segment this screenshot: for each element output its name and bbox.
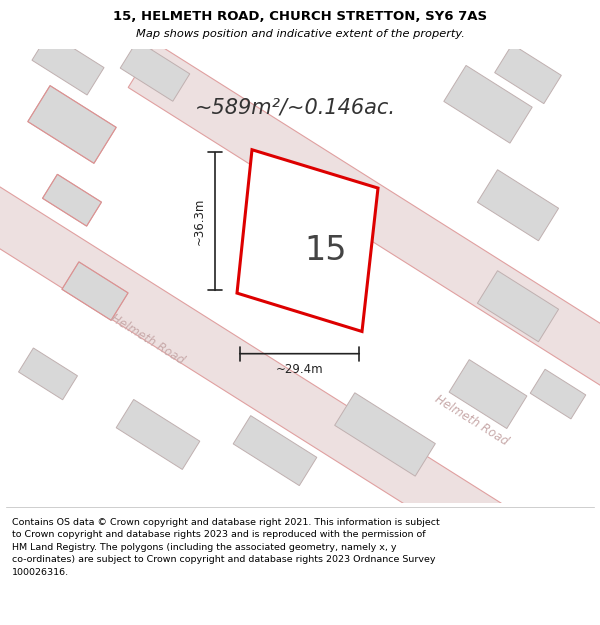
Text: Helmeth Road: Helmeth Road — [433, 392, 511, 448]
Polygon shape — [444, 66, 532, 143]
Text: ~29.4m: ~29.4m — [275, 363, 323, 376]
Polygon shape — [19, 348, 77, 400]
Polygon shape — [494, 44, 562, 104]
Polygon shape — [62, 262, 128, 320]
Text: 15, HELMETH ROAD, CHURCH STRETTON, SY6 7AS: 15, HELMETH ROAD, CHURCH STRETTON, SY6 7… — [113, 10, 487, 22]
Polygon shape — [120, 41, 190, 101]
Polygon shape — [32, 32, 104, 95]
Polygon shape — [116, 399, 200, 469]
Polygon shape — [28, 86, 116, 163]
Text: Contains OS data © Crown copyright and database right 2021. This information is : Contains OS data © Crown copyright and d… — [12, 518, 440, 577]
Polygon shape — [478, 170, 559, 241]
Text: ~36.3m: ~36.3m — [193, 198, 205, 245]
Text: 15: 15 — [304, 234, 347, 268]
Polygon shape — [0, 134, 552, 579]
Polygon shape — [478, 271, 559, 342]
Polygon shape — [237, 150, 378, 331]
Polygon shape — [449, 359, 527, 429]
Text: ~589m²/~0.146ac.: ~589m²/~0.146ac. — [194, 98, 395, 118]
Polygon shape — [43, 174, 101, 226]
Polygon shape — [233, 416, 317, 486]
Polygon shape — [530, 369, 586, 419]
Polygon shape — [335, 392, 436, 476]
Polygon shape — [128, 43, 600, 489]
Text: Map shows position and indicative extent of the property.: Map shows position and indicative extent… — [136, 29, 464, 39]
Text: Helmeth Road: Helmeth Road — [109, 312, 187, 368]
